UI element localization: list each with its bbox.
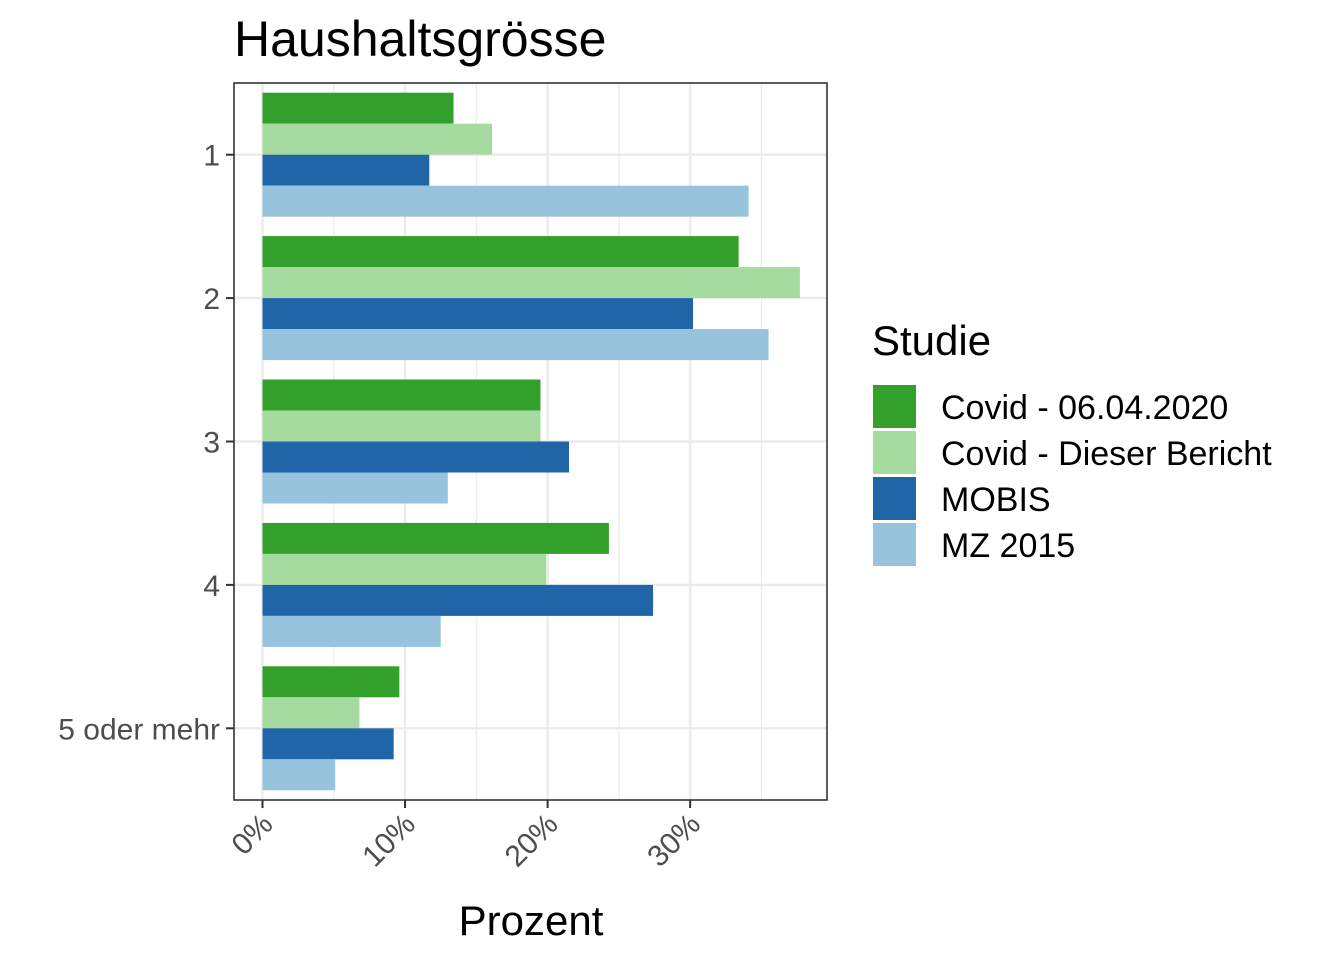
bar [262,185,749,217]
bar [262,697,360,729]
y-tick-label: 2 [203,283,220,316]
bar [262,666,400,698]
x-axis-title: Prozent [459,897,604,944]
y-tick-label: 4 [203,570,220,603]
legend-title: Studie [872,317,991,364]
bar [262,267,800,299]
bar [262,728,394,760]
y-tick-label: 1 [203,140,220,173]
bar [262,553,547,585]
x-tick-label: 30% [641,808,707,874]
bar [262,92,454,124]
bar [262,410,541,442]
legend-label: MOBIS [941,481,1051,519]
x-tick-label: 10% [356,808,422,874]
bar [262,522,609,554]
plot-area: 1 2 3 4 5 oder mehr 0% 10% 20% 30% [58,82,828,874]
legend-swatch [873,523,916,566]
bar [262,759,336,791]
bar [262,379,541,411]
legend-swatch [873,477,916,520]
bar [262,123,493,155]
bar [262,329,769,361]
bar [262,441,569,473]
x-tick-label: 20% [499,808,565,874]
bar [262,615,441,647]
y-tick-label: 5 oder mehr [58,713,220,746]
x-tick-label: 0% [225,808,279,862]
bar [262,154,430,186]
chart-title: Haushaltsgrösse [234,11,606,67]
legend-label: MZ 2015 [941,527,1075,565]
legend-swatch [873,431,916,474]
legend-label: Covid - 06.04.2020 [941,389,1228,427]
bar [262,584,654,616]
bar [262,298,694,330]
legend-swatch [873,385,916,428]
bar [262,472,448,504]
bar [262,236,739,268]
y-tick-label: 3 [203,427,220,460]
legend: Studie Covid - 06.04.2020 Covid - Dieser … [872,317,1272,566]
legend-label: Covid - Dieser Bericht [941,435,1272,473]
